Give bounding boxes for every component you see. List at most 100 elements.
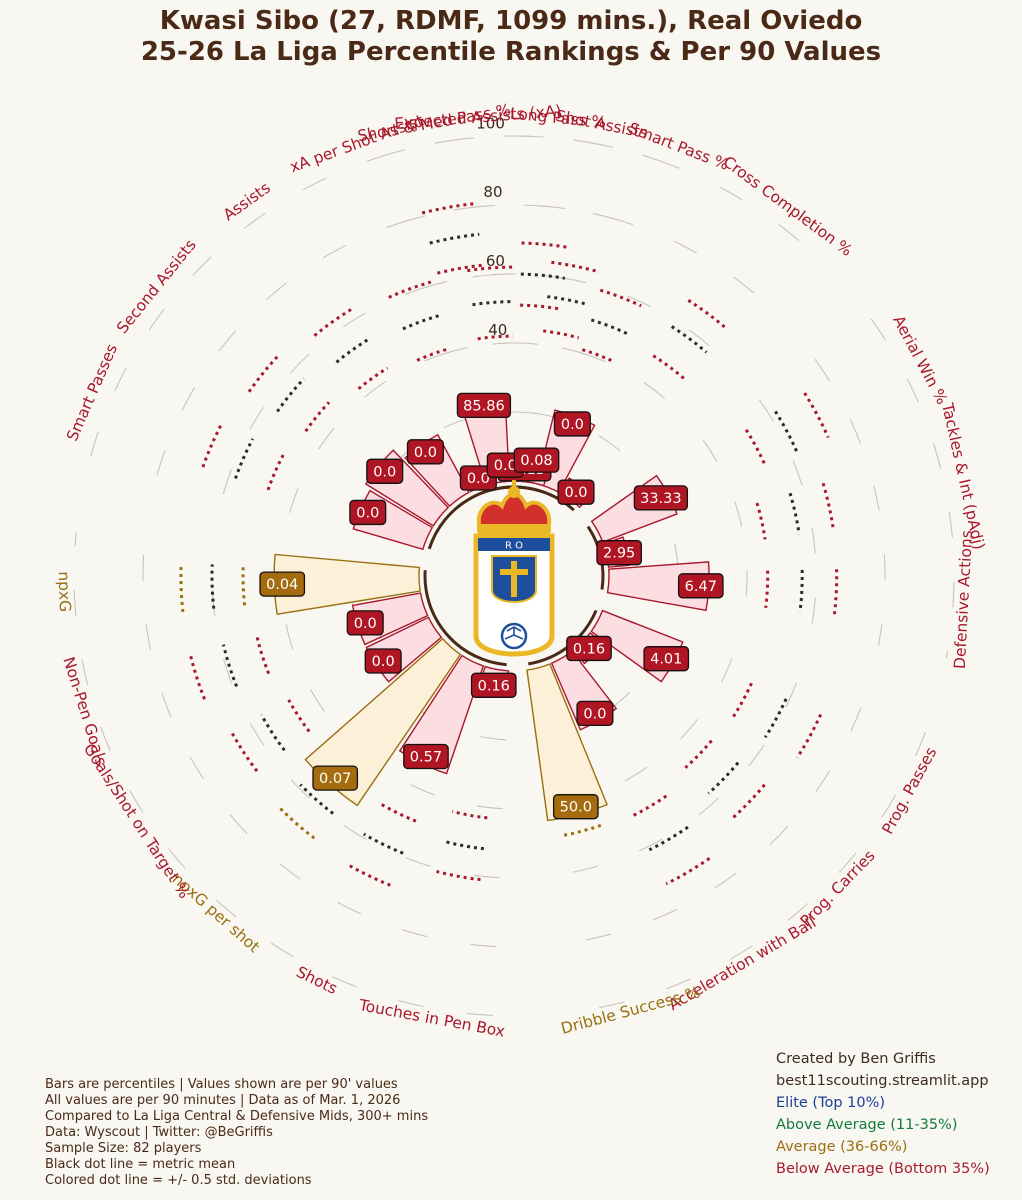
credit-site: best11scouting.streamlit.app	[776, 1073, 989, 1089]
mean-line	[363, 832, 404, 855]
band-high-line	[551, 260, 598, 273]
mean-line	[670, 325, 708, 354]
value-label: 0.0	[372, 654, 395, 670]
value-label: 0.04	[266, 577, 298, 593]
value-label-box	[552, 794, 599, 820]
mean-line	[788, 492, 801, 535]
value-label: 0.08	[520, 453, 552, 469]
value-label: 0.0	[561, 417, 584, 433]
band-high-line	[188, 652, 206, 700]
mean-line	[443, 839, 485, 851]
radial-tick-label: 60	[486, 252, 505, 270]
mean-line	[402, 313, 441, 331]
value-label: 0.0	[414, 445, 437, 461]
value-label-box	[633, 485, 689, 511]
club-crest-icon: R O	[473, 480, 555, 657]
band-high-line	[345, 862, 391, 887]
mean-line	[547, 295, 589, 306]
band-low-line	[437, 263, 483, 275]
value-label-box	[403, 743, 449, 770]
band-low-line	[543, 329, 580, 340]
value-label: 85.86	[463, 398, 505, 414]
value-label: 0.0	[356, 505, 379, 521]
value-label-box	[456, 392, 512, 419]
mean-line	[221, 644, 239, 687]
metric-label: Second Assists	[113, 236, 200, 337]
percentile-bar	[304, 637, 462, 807]
metric-label: Shot Assists	[554, 107, 649, 143]
value-label-box	[576, 700, 614, 727]
metric-label: Touches in Pen Box	[357, 996, 507, 1041]
legend-above-average: Above Average (11-35%)	[776, 1117, 958, 1133]
footnote-line: Sample Size: 82 players	[45, 1141, 202, 1156]
radial-tick-label: 80	[483, 183, 502, 201]
value-label: 50.0	[560, 800, 592, 816]
band-low-line	[520, 303, 560, 311]
band-high-line	[229, 730, 259, 773]
band-high-line	[247, 354, 280, 393]
mean-line	[520, 272, 566, 280]
legend-average: Average (36-66%)	[776, 1139, 908, 1155]
percentile-bar	[273, 553, 422, 615]
footnote-line: Compared to La Liga Central & Defensive …	[45, 1109, 429, 1124]
value-label-box	[513, 447, 560, 473]
band-high-line	[803, 392, 830, 439]
band-low-line	[451, 809, 488, 820]
value-label: 0.16	[573, 641, 605, 657]
group-arc	[423, 570, 507, 667]
mean-line	[590, 318, 629, 336]
value-label-box	[364, 648, 402, 674]
value-label-box	[366, 458, 404, 484]
metric-label: Smart Passes	[63, 341, 121, 443]
band-high-line	[687, 299, 728, 330]
band-high-line	[821, 482, 835, 530]
metric-label: npxG	[55, 571, 74, 612]
value-label-box	[643, 646, 690, 672]
grid-ring	[552, 682, 797, 877]
value-labels: 85.8646.150.00.033.332.956.474.010.160.0…	[259, 392, 724, 820]
metric-label: Tackles & Int (pAdj)	[938, 400, 988, 551]
band-low-line	[631, 794, 668, 818]
radial-tick-label: 100	[476, 114, 505, 132]
metric-label: Cross Completion %	[720, 153, 856, 260]
metric-label: Prog. Passes	[879, 744, 941, 837]
band-high-line	[313, 307, 353, 337]
value-label: 0.57	[410, 750, 442, 766]
metric-label: Defensive Actions	[951, 530, 976, 670]
band-low-line	[241, 565, 247, 606]
grid-ring	[156, 204, 634, 476]
metric-label: Shots	[293, 963, 340, 998]
value-label-box	[346, 610, 384, 636]
radial-tick-label: 40	[488, 321, 507, 339]
value-label: 0.0	[354, 616, 377, 632]
footnote-line: Bars are percentiles | Values shown are …	[45, 1077, 398, 1092]
metric-label: Assists	[220, 179, 274, 225]
band-high-line	[563, 823, 602, 837]
legend-below-average: Below Average (Bottom 35%)	[776, 1161, 990, 1177]
value-label: 0.0	[494, 458, 517, 474]
grid-ring	[73, 531, 493, 1017]
mean-line	[210, 564, 216, 609]
band-high-line	[467, 265, 513, 273]
value-label-box	[470, 672, 517, 698]
grid-ring	[222, 273, 612, 495]
value-label: 0.07	[319, 771, 351, 787]
band-high-line	[730, 783, 766, 821]
value-label-box	[566, 635, 612, 662]
grid-ring	[758, 399, 817, 633]
band-high-line	[795, 713, 823, 759]
grid-ring	[89, 135, 656, 457]
value-label: 0.0	[564, 485, 587, 501]
mean-line	[648, 825, 689, 852]
mean-line	[276, 377, 306, 413]
band-high-line	[179, 563, 185, 613]
value-label: 0.0	[583, 706, 606, 722]
value-label-box	[557, 479, 595, 505]
credit-author: Created by Ben Griffis	[776, 1051, 936, 1067]
band-low-line	[581, 348, 616, 364]
band-low-line	[477, 334, 513, 341]
band-high-line	[277, 805, 316, 840]
credit-legend: Created by Ben Griffis best11scouting.st…	[776, 1048, 990, 1180]
mean-line	[299, 783, 334, 815]
grid-ring	[400, 204, 774, 311]
